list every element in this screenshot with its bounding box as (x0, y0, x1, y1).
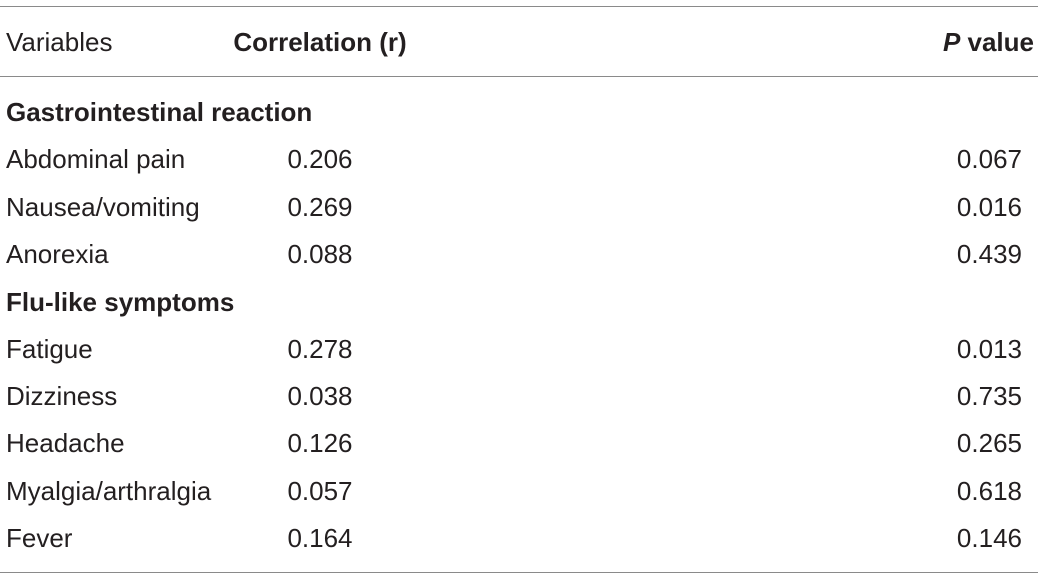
table-row: Anorexia 0.088 0.439 (0, 234, 1038, 274)
correlation-cell: 0.057 (287, 476, 353, 506)
correlation-cell: 0.206 (287, 144, 353, 174)
header-correlation: Correlation (r) (233, 27, 407, 57)
correlation-cell: 0.269 (287, 192, 353, 222)
table-row: Abdominal pain 0.206 0.067 (0, 139, 1038, 179)
p-value-cell: 0.439 (956, 239, 1022, 269)
section-title-row: Gastrointestinal reaction (0, 92, 1038, 132)
p-value-cell: 0.013 (956, 334, 1022, 364)
table-row: Fever 0.164 0.146 (0, 518, 1038, 558)
section-title: Gastrointestinal reaction (6, 97, 313, 127)
p-value-cell: 0.016 (956, 192, 1022, 222)
p-value-cell: 0.735 (956, 381, 1022, 411)
table-row: Nausea/vomiting 0.269 0.016 (0, 187, 1038, 227)
variable-cell: Fever (6, 523, 73, 553)
variable-cell: Myalgia/arthralgia (6, 476, 212, 506)
variable-cell: Fatigue (6, 334, 93, 364)
table-row: Myalgia/arthralgia 0.057 0.618 (0, 471, 1038, 511)
correlation-cell: 0.278 (287, 334, 353, 364)
p-value-cell: 0.146 (956, 523, 1022, 553)
p-value-cell: 0.067 (956, 144, 1022, 174)
header-variables: Variables (6, 27, 113, 57)
variable-cell: Anorexia (6, 239, 109, 269)
variable-cell: Abdominal pain (6, 144, 186, 174)
correlation-cell: 0.038 (287, 381, 353, 411)
correlation-cell: 0.164 (287, 523, 353, 553)
table-bottom-rule (0, 572, 1038, 573)
table-row: Fatigue 0.278 0.013 (0, 329, 1038, 369)
header-p-letter: P (942, 27, 961, 57)
header-p-value: P value (943, 22, 1034, 62)
table-row: Dizziness 0.038 0.735 (0, 376, 1038, 416)
variable-cell: Dizziness (6, 381, 118, 411)
variable-cell: Nausea/vomiting (6, 192, 200, 222)
correlation-cell: 0.126 (287, 428, 353, 458)
table-header-row: Variables Correlation (r) P value (0, 22, 1038, 62)
section-title-row: Flu-like symptoms (0, 282, 1038, 322)
header-p-rest: value (960, 27, 1035, 57)
table-row: Headache 0.126 0.265 (0, 423, 1038, 463)
p-value-cell: 0.265 (956, 428, 1022, 458)
table-top-rule (0, 6, 1038, 7)
table-header-rule (0, 76, 1038, 77)
p-value-cell: 0.618 (956, 476, 1022, 506)
correlation-cell: 0.088 (287, 239, 353, 269)
section-title: Flu-like symptoms (6, 287, 235, 317)
variable-cell: Headache (6, 428, 125, 458)
